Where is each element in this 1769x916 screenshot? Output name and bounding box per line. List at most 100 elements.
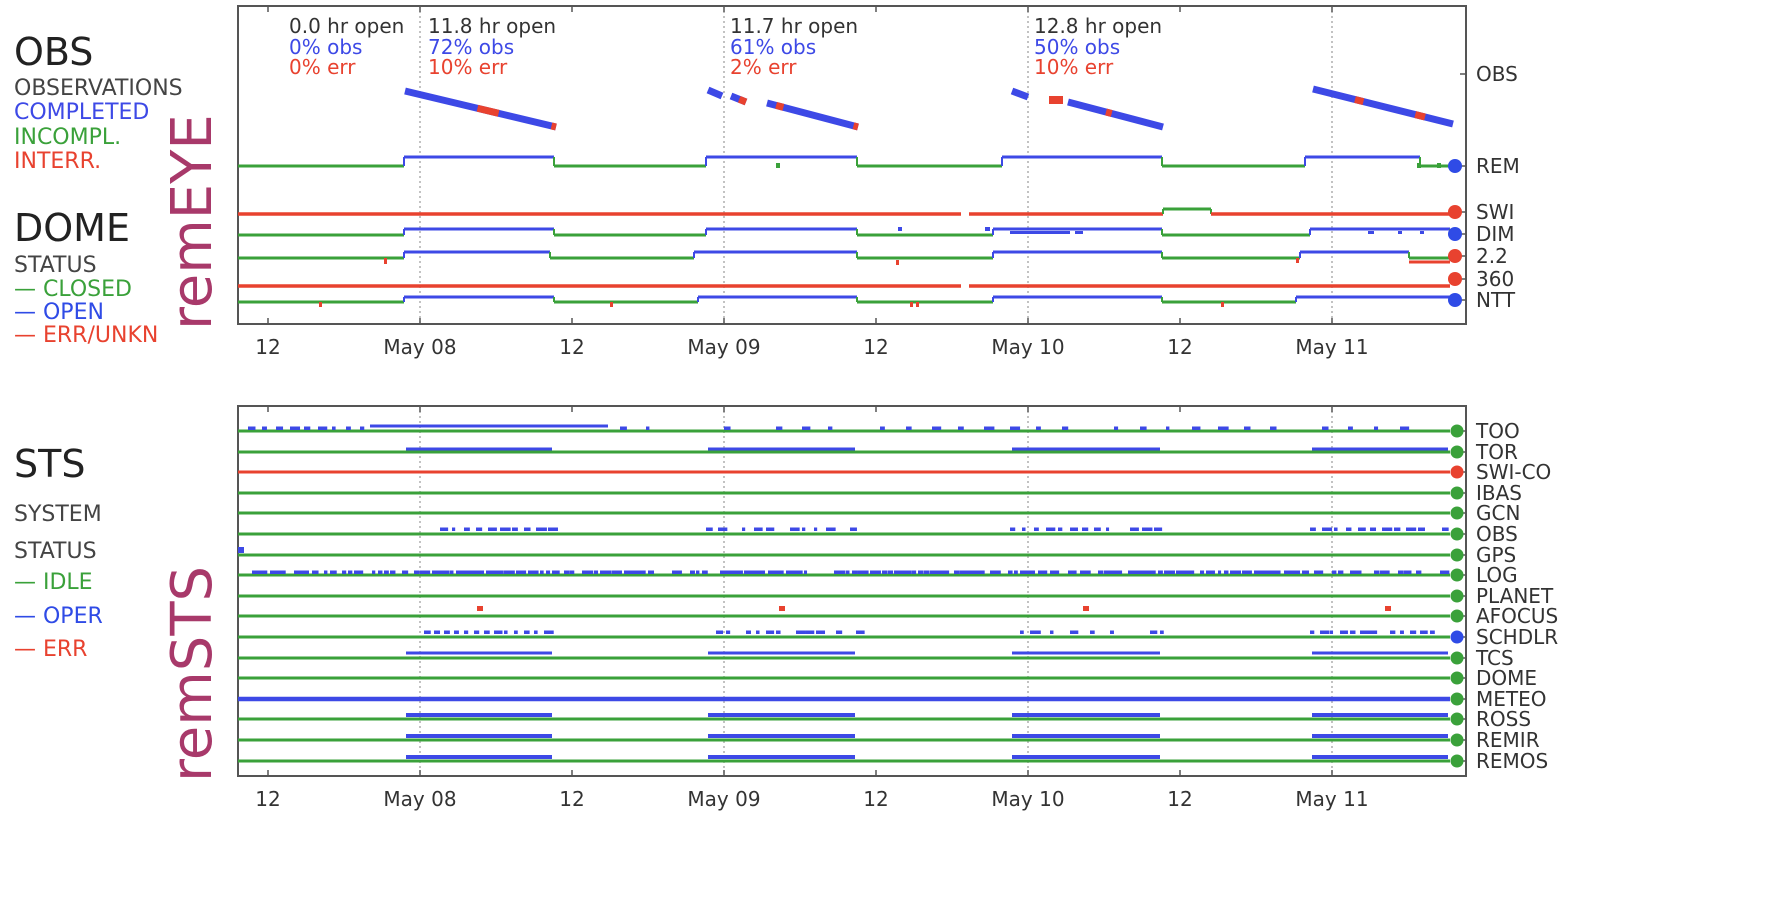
log-dash-71: [786, 570, 793, 574]
bottom-x-tick-label-3: May 09: [687, 787, 760, 811]
log-dash-45: [594, 570, 599, 574]
log-dash-57: [690, 570, 695, 574]
log-dash-17: [390, 570, 396, 574]
log-dash-32: [492, 570, 500, 574]
top-row-label-6: NTT: [1476, 288, 1516, 312]
schdlr-dash-23: [856, 630, 865, 634]
bottom-end-status-dot-4: [1450, 506, 1464, 520]
sts-obs-dash-18: [826, 527, 836, 531]
log-dash-8: [324, 570, 328, 574]
log-dash-25: [450, 570, 454, 574]
log-dash-65: [750, 570, 758, 574]
sts-obs-dash-4: [488, 527, 497, 531]
log-dash-85: [900, 570, 911, 574]
log-dash-59: [702, 570, 708, 574]
log-dash-118: [1146, 570, 1153, 574]
schdlr-dash-9: [514, 630, 518, 634]
too-b-dash-13: [1062, 426, 1069, 430]
top-end-status-dot-3: [1448, 227, 1462, 241]
bottom-x-tick-label-0: 12: [255, 787, 280, 811]
schdlr-dash-13: [716, 630, 724, 634]
log-dash-9: [330, 570, 337, 574]
sts-legend-system: SYSTEM: [14, 502, 102, 527]
log-dash-91: [936, 570, 946, 574]
sts-obs-dash-22: [1034, 527, 1039, 531]
log-dash-22: [432, 570, 439, 574]
schdlr-dash-11: [534, 630, 538, 634]
log-dash-5: [294, 570, 303, 574]
top-x-tick-label-2: 12: [559, 335, 584, 359]
log-dash-87: [912, 570, 917, 574]
log-dash-84: [894, 570, 902, 574]
log-dash-64: [744, 570, 752, 574]
schdlr-dash-37: [1360, 630, 1371, 634]
log-dash-80: [870, 570, 879, 574]
rem-blip-0: [776, 163, 780, 168]
dim-blip-6: [1420, 231, 1424, 234]
night-3-obs-percent: 50% obs: [1034, 35, 1120, 59]
log-dash-123: [1176, 570, 1187, 574]
log-dash-31: [486, 570, 496, 574]
2-2-blip-1: [896, 260, 899, 265]
log-dash-58: [696, 570, 700, 574]
schdlr-dash-25: [1030, 630, 1041, 634]
log-dash-90: [930, 570, 937, 574]
schdlr-dash-41: [1410, 630, 1417, 634]
obs-night3b-completed: [1067, 98, 1164, 131]
dome-legend-closed: — CLOSED: [14, 277, 132, 302]
log-dash-1: [258, 570, 268, 574]
too-b-dash-2: [724, 426, 731, 430]
log-dash-137: [1272, 570, 1281, 574]
schdlr-dash-1: [434, 630, 441, 634]
log-dash-131: [1236, 570, 1240, 574]
gps-blip: [238, 547, 244, 553]
sts-obs-dash-6: [512, 527, 518, 531]
obs-night1-interr-1: [550, 122, 557, 131]
log-dash-29: [474, 570, 481, 574]
obs-night2c-interr-1: [852, 122, 859, 131]
log-dash-102: [1020, 570, 1030, 574]
log-dash-47: [606, 570, 612, 574]
log-dash-3: [276, 570, 286, 574]
log-dash-63: [738, 570, 743, 574]
too-b-dash-20: [1270, 426, 1277, 430]
log-dash-108: [1056, 570, 1060, 574]
2-2-blip-0: [384, 258, 387, 264]
schdlr-dash-20: [806, 630, 815, 634]
bottom-row-label-11: TCS: [1475, 646, 1514, 670]
too-b-dash-22: [1348, 426, 1353, 430]
dome-legend-status: STATUS: [14, 253, 97, 278]
log-dash-30: [480, 570, 485, 574]
dim-blip-5: [1398, 231, 1402, 234]
log-dash-146: [1356, 570, 1362, 574]
sts-obs-dash-37: [1370, 527, 1377, 531]
sts-obs-dash-26: [1082, 527, 1089, 531]
sts-obs-dash-33: [1322, 527, 1333, 531]
bottom-row-label-15: REMIR: [1476, 728, 1540, 752]
log-dash-53: [642, 570, 646, 574]
log-dash-143: [1332, 570, 1337, 574]
log-dash-88: [918, 570, 924, 574]
log-dash-115: [1128, 570, 1138, 574]
log-dash-69: [774, 570, 782, 574]
bottom-x-tick-label-1: May 08: [383, 787, 456, 811]
log-dash-81: [876, 570, 881, 574]
sts-obs-dash-34: [1334, 527, 1338, 531]
log-dash-141: [1302, 570, 1310, 574]
schdlr-dash-38: [1370, 630, 1378, 634]
dim-blip-1: [985, 227, 990, 231]
log-dash-38: [540, 570, 544, 574]
log-dash-112: [1104, 570, 1115, 574]
log-dash-66: [756, 570, 763, 574]
bottom-row-label-2: SWI-CO: [1476, 460, 1551, 484]
sts-obs-dash-42: [1442, 527, 1449, 531]
obs-night2b-interr-0: [737, 96, 748, 106]
log-dash-35: [510, 570, 515, 574]
dome-legend-open: — OPEN: [14, 300, 104, 325]
log-dash-60: [720, 570, 728, 574]
night-0-open-hours: 0.0 hr open: [289, 14, 404, 38]
log-dash-86: [906, 570, 912, 574]
too-b-dash-4: [802, 426, 811, 430]
obs-night3b-interr-0: [1105, 108, 1113, 117]
